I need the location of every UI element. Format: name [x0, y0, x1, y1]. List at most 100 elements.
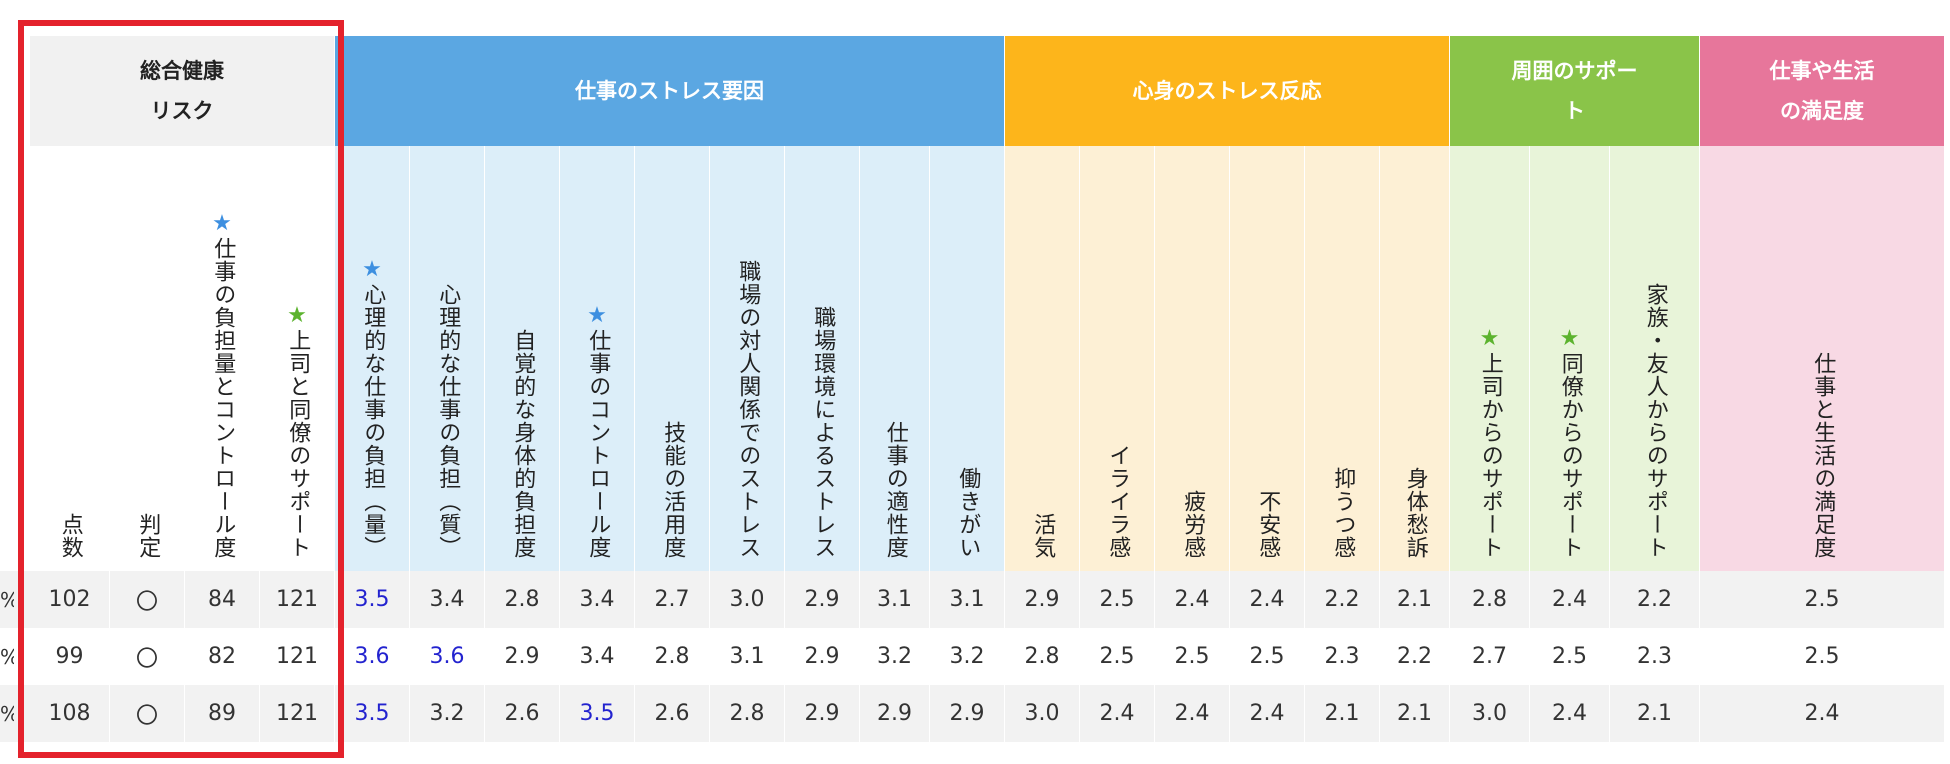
table-cell: 2.2 [1610, 571, 1700, 628]
table-row [0, 628, 1945, 685]
table-cell: 2.5 [1530, 628, 1610, 685]
table-cell: 2.4 [1230, 571, 1305, 628]
column-header-label: 同僚からのサポート [1557, 352, 1583, 559]
group-header-satisfaction: 仕事や生活 の満足度 [1700, 36, 1945, 146]
column-header: 仕事の適性度 [860, 146, 930, 571]
table-cell: 3.5 [560, 685, 635, 742]
table-cell: 108 [30, 685, 110, 742]
group-header-line: 心身のストレス反応 [1132, 79, 1322, 103]
table-cell: 3.0 [1005, 685, 1080, 742]
group-header-support: 周囲のサポート [1450, 36, 1700, 146]
table-cell: 2.4 [1530, 685, 1610, 742]
star-icon: ★ [212, 211, 232, 236]
group-header-stress: 仕事のストレス要因 [335, 36, 1005, 146]
table-cell: 3.6 [335, 628, 410, 685]
table-cell: 〇 [110, 571, 185, 628]
table-row [0, 571, 1945, 628]
table-cell: 121 [260, 571, 335, 628]
table-cell: 121 [260, 628, 335, 685]
column-header-qualifier: （量） [360, 490, 386, 559]
table-cell: 2.3 [1610, 628, 1700, 685]
column-header-label: 疲労感 [1180, 490, 1206, 559]
table-cell: 84 [185, 571, 260, 628]
table-cell: 82 [185, 628, 260, 685]
table-cell: 3.2 [860, 628, 930, 685]
table-cell: 2.9 [785, 628, 860, 685]
table-cell: 2.6 [635, 685, 710, 742]
table-row [0, 685, 1945, 742]
star-icon: ★ [362, 257, 382, 282]
table-cell: 2.7 [1450, 628, 1530, 685]
column-header: イライラ感 [1080, 146, 1155, 571]
group-header-line: 仕事のストレス要因 [575, 79, 764, 103]
table-cell: 3.0 [1450, 685, 1530, 742]
column-header: 家族・友人からのサポート [1610, 146, 1700, 571]
column-header-label: 抑うつ感 [1330, 467, 1356, 559]
table-cell: 2.4 [1700, 685, 1945, 742]
group-header-line: の満足度 [1780, 99, 1864, 123]
column-header-label: 働きがい [955, 467, 981, 559]
column-header: 職場環境によるストレス [785, 146, 860, 571]
table-cell: 3.5 [335, 571, 410, 628]
table-cell: 2.9 [785, 571, 860, 628]
column-header-label: 職場の対人関係でのストレス [735, 260, 761, 559]
table-cell: 2.5 [1080, 628, 1155, 685]
column-header-label: 仕事と生活の満足度 [1810, 352, 1836, 559]
table-cell: 2.5 [1155, 628, 1230, 685]
table-cell: 3.5 [335, 685, 410, 742]
column-header: 抑うつ感 [1305, 146, 1380, 571]
table-cell: 〇 [110, 685, 185, 742]
table-cell: 89 [185, 685, 260, 742]
column-header: 職場の対人関係でのストレス [710, 146, 785, 571]
star-icon: ★ [587, 303, 607, 328]
table-cell: 3.1 [930, 571, 1005, 628]
table-cell: 2.3 [1305, 628, 1380, 685]
column-header: 技能の活用度 [635, 146, 710, 571]
table-cell: 3.6 [410, 628, 485, 685]
column-header-label: 技能の活用度 [660, 421, 686, 559]
table-cell: 2.8 [635, 628, 710, 685]
column-header: 不安感 [1230, 146, 1305, 571]
column-header-label: 仕事の負担量とコントロール度 [210, 237, 236, 559]
column-header-label: 職場環境によるストレス [810, 306, 836, 559]
table-cell: 121 [260, 685, 335, 742]
group-header-line: 仕事や生活 [1769, 59, 1875, 83]
column-header: 自覚的な身体的負担度 [485, 146, 560, 571]
row-percent-fragment: % [0, 571, 14, 628]
star-icon: ★ [1479, 326, 1500, 351]
column-header: ★ 仕事の負担量とコントロール度 [185, 146, 260, 571]
table-cell: 2.1 [1305, 685, 1380, 742]
table-cell: 2.4 [1155, 685, 1230, 742]
column-header-label: 不安感 [1255, 490, 1281, 559]
table-cell: 2.8 [1005, 628, 1080, 685]
group-header-reaction: 心身のストレス反応 [1005, 36, 1450, 146]
table-cell: 3.1 [860, 571, 930, 628]
star-icon: ★ [1559, 326, 1580, 351]
table-cell: 3.2 [930, 628, 1005, 685]
group-header-line: リスク [150, 99, 214, 123]
table-cell: 102 [30, 571, 110, 628]
table-cell: 2.1 [1380, 685, 1450, 742]
selection-highlight-box [18, 20, 344, 758]
column-header: ★ 同僚からのサポート [1530, 146, 1610, 571]
column-header-label: イライラ感 [1105, 444, 1131, 559]
table-cell: 3.2 [410, 685, 485, 742]
column-header: 身体愁訴 [1380, 146, 1450, 571]
column-header: 疲労感 [1155, 146, 1230, 571]
table-cell: 2.8 [485, 571, 560, 628]
column-header-label: 点数 [57, 513, 83, 559]
table-cell: 3.0 [710, 571, 785, 628]
group-header-line: 総合健康 [140, 59, 224, 83]
table-cell: 2.7 [635, 571, 710, 628]
table-cell: 2.5 [1080, 571, 1155, 628]
column-header-label: 自覚的な身体的負担度 [510, 329, 536, 559]
table-cell: 3.1 [710, 628, 785, 685]
star-icon: ★ [287, 303, 307, 328]
column-header: 活気 [1005, 146, 1080, 571]
column-header-label: 活気 [1030, 513, 1056, 559]
column-header: 点数 [30, 146, 110, 571]
table-cell: 99 [30, 628, 110, 685]
table-cell: 2.9 [930, 685, 1005, 742]
column-header-label: 仕事のコントロール度 [585, 329, 611, 559]
table-cell: 〇 [110, 628, 185, 685]
